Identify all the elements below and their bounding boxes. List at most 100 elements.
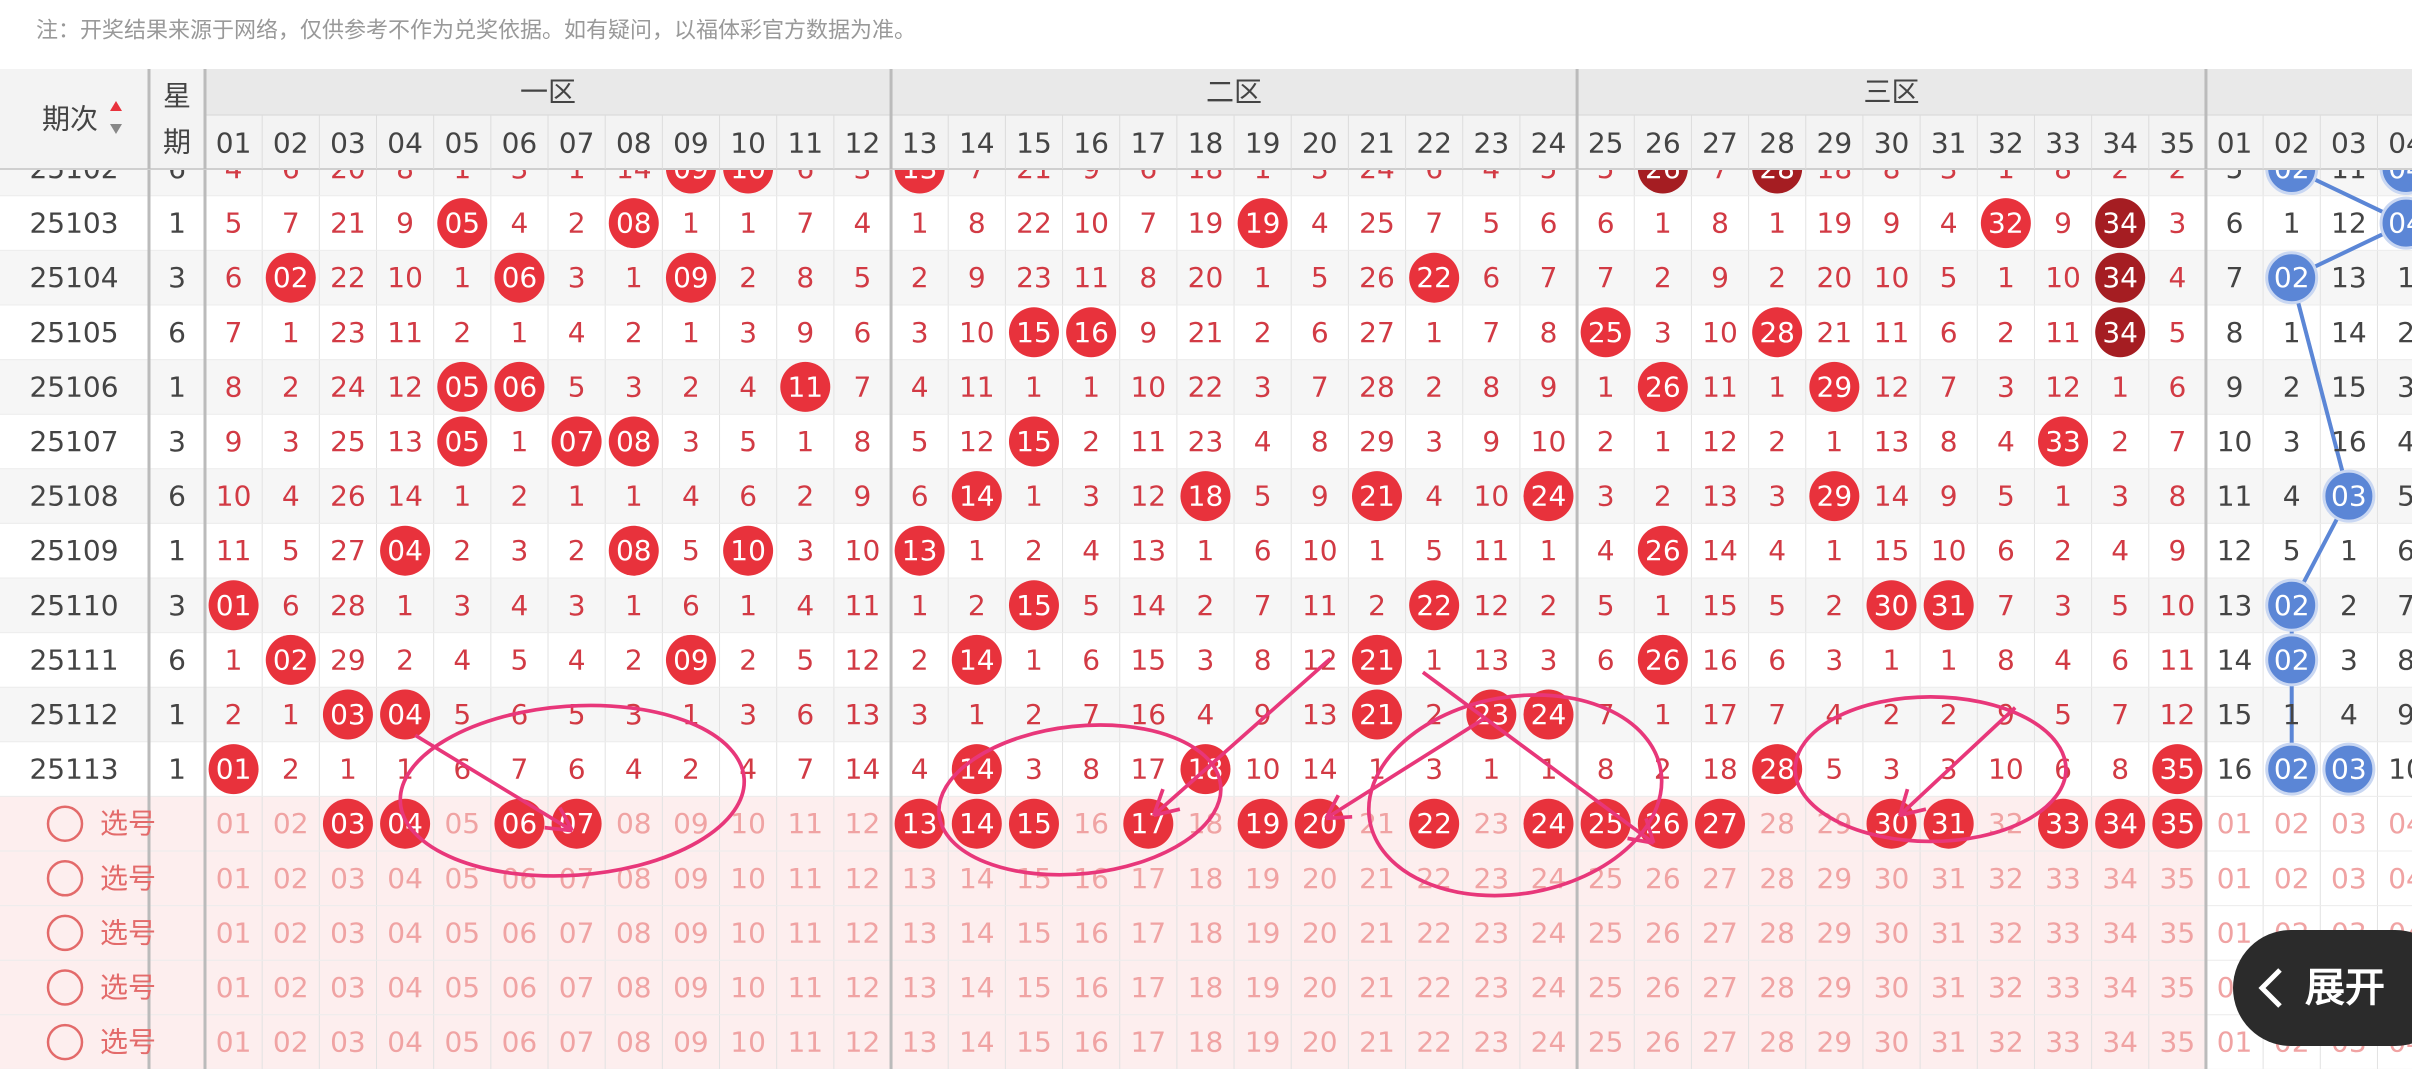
select-number[interactable]: 27 [1702,1026,1738,1059]
select-number[interactable]: 10 [730,862,766,895]
select-number[interactable]: 32 [1988,862,2024,895]
select-number[interactable]: 25 [1588,862,1624,895]
select-number[interactable]: 09 [673,1026,709,1059]
select-number[interactable]: 03 [330,1026,366,1059]
select-number[interactable]: 01 [216,1026,252,1059]
select-number[interactable]: 10 [730,1026,766,1059]
select-blue-number[interactable]: 02 [2274,862,2310,895]
select-number[interactable]: 03 [330,971,366,1004]
select-radio[interactable] [46,805,84,842]
select-number[interactable]: 21 [1359,807,1395,840]
select-number[interactable]: 34 [2102,916,2138,949]
select-number[interactable]: 14 [959,971,995,1004]
select-number[interactable]: 28 [1759,971,1795,1004]
select-number[interactable]: 17 [1130,916,1166,949]
select-number[interactable]: 20 [1302,807,1338,840]
select-number[interactable]: 32 [1988,916,2024,949]
select-number[interactable]: 29 [1817,1026,1853,1059]
select-number[interactable]: 12 [845,916,881,949]
select-label[interactable]: 选号 [100,807,156,840]
select-number[interactable]: 27 [1702,862,1738,895]
select-number[interactable]: 07 [559,1026,595,1059]
select-number[interactable]: 16 [1073,916,1109,949]
select-number[interactable]: 19 [1245,862,1281,895]
select-number[interactable]: 18 [1188,862,1224,895]
select-number[interactable]: 34 [2102,862,2138,895]
select-number[interactable]: 32 [1988,971,2024,1004]
select-label[interactable]: 选号 [100,1026,156,1059]
select-blue-number[interactable]: 04 [2388,807,2412,840]
select-blue-number[interactable]: 01 [2217,862,2253,895]
select-number[interactable]: 15 [1016,862,1052,895]
picked-ball[interactable] [551,798,602,849]
expand-label[interactable]: 展开 [2305,965,2385,1011]
select-number[interactable]: 23 [1474,971,1510,1004]
select-number[interactable]: 04 [387,862,423,895]
expand-button[interactable]: 展开 [2233,930,2412,1046]
select-number[interactable]: 33 [2045,862,2081,895]
picked-ball[interactable] [1294,798,1345,849]
select-number[interactable]: 35 [2160,1026,2196,1059]
select-blue-number[interactable]: 01 [2217,807,2253,840]
select-number[interactable]: 26 [1645,916,1681,949]
select-number[interactable]: 34 [2102,807,2138,840]
select-number[interactable]: 06 [502,807,538,840]
select-number[interactable]: 20 [1302,971,1338,1004]
picked-ball[interactable] [494,798,545,849]
select-number[interactable]: 15 [1016,971,1052,1004]
select-number[interactable]: 31 [1931,916,1967,949]
select-number[interactable]: 30 [1874,1026,1910,1059]
select-number[interactable]: 24 [1531,971,1567,1004]
select-number[interactable]: 19 [1245,1026,1281,1059]
select-label[interactable]: 选号 [100,916,156,949]
picked-ball[interactable] [951,798,1002,849]
select-number[interactable]: 20 [1302,862,1338,895]
select-number[interactable]: 03 [330,862,366,895]
select-number[interactable]: 35 [2160,916,2196,949]
select-number[interactable]: 06 [502,916,538,949]
select-number[interactable]: 02 [273,916,309,949]
select-number[interactable]: 17 [1130,862,1166,895]
select-number[interactable]: 14 [959,862,995,895]
picked-ball[interactable] [1008,798,1059,849]
select-number[interactable]: 35 [2160,862,2196,895]
select-number[interactable]: 18 [1188,1026,1224,1059]
select-number[interactable]: 11 [787,807,823,840]
select-number[interactable]: 22 [1416,971,1452,1004]
select-number[interactable]: 13 [902,916,938,949]
select-number[interactable]: 06 [502,1026,538,1059]
select-number[interactable]: 16 [1073,1026,1109,1059]
select-number[interactable]: 35 [2160,971,2196,1004]
select-number[interactable]: 30 [1874,916,1910,949]
select-number[interactable]: 18 [1188,971,1224,1004]
select-number[interactable]: 15 [1016,807,1052,840]
select-number[interactable]: 28 [1759,807,1795,840]
select-blue-number[interactable]: 03 [2331,862,2367,895]
select-number[interactable]: 09 [673,862,709,895]
select-number[interactable]: 13 [902,1026,938,1059]
select-number[interactable]: 16 [1073,807,1109,840]
select-number[interactable]: 14 [959,916,995,949]
select-number[interactable]: 24 [1531,916,1567,949]
select-number[interactable]: 03 [330,916,366,949]
select-number[interactable]: 10 [730,916,766,949]
select-number[interactable]: 25 [1588,1026,1624,1059]
select-number[interactable]: 04 [387,1026,423,1059]
picked-ball[interactable] [1237,798,1288,849]
select-blue-number[interactable]: 03 [2331,807,2367,840]
select-number[interactable]: 06 [502,862,538,895]
select-number[interactable]: 07 [559,916,595,949]
select-number[interactable]: 12 [845,862,881,895]
select-number[interactable]: 27 [1702,971,1738,1004]
select-number[interactable]: 08 [616,807,652,840]
select-number[interactable]: 03 [330,807,366,840]
select-number[interactable]: 25 [1588,971,1624,1004]
select-number[interactable]: 08 [616,916,652,949]
select-number[interactable]: 02 [273,971,309,1004]
select-number[interactable]: 30 [1874,971,1910,1004]
select-number[interactable]: 16 [1073,862,1109,895]
select-number[interactable]: 09 [673,916,709,949]
select-number[interactable]: 19 [1245,916,1281,949]
select-number[interactable]: 08 [616,1026,652,1059]
select-number[interactable]: 10 [730,971,766,1004]
